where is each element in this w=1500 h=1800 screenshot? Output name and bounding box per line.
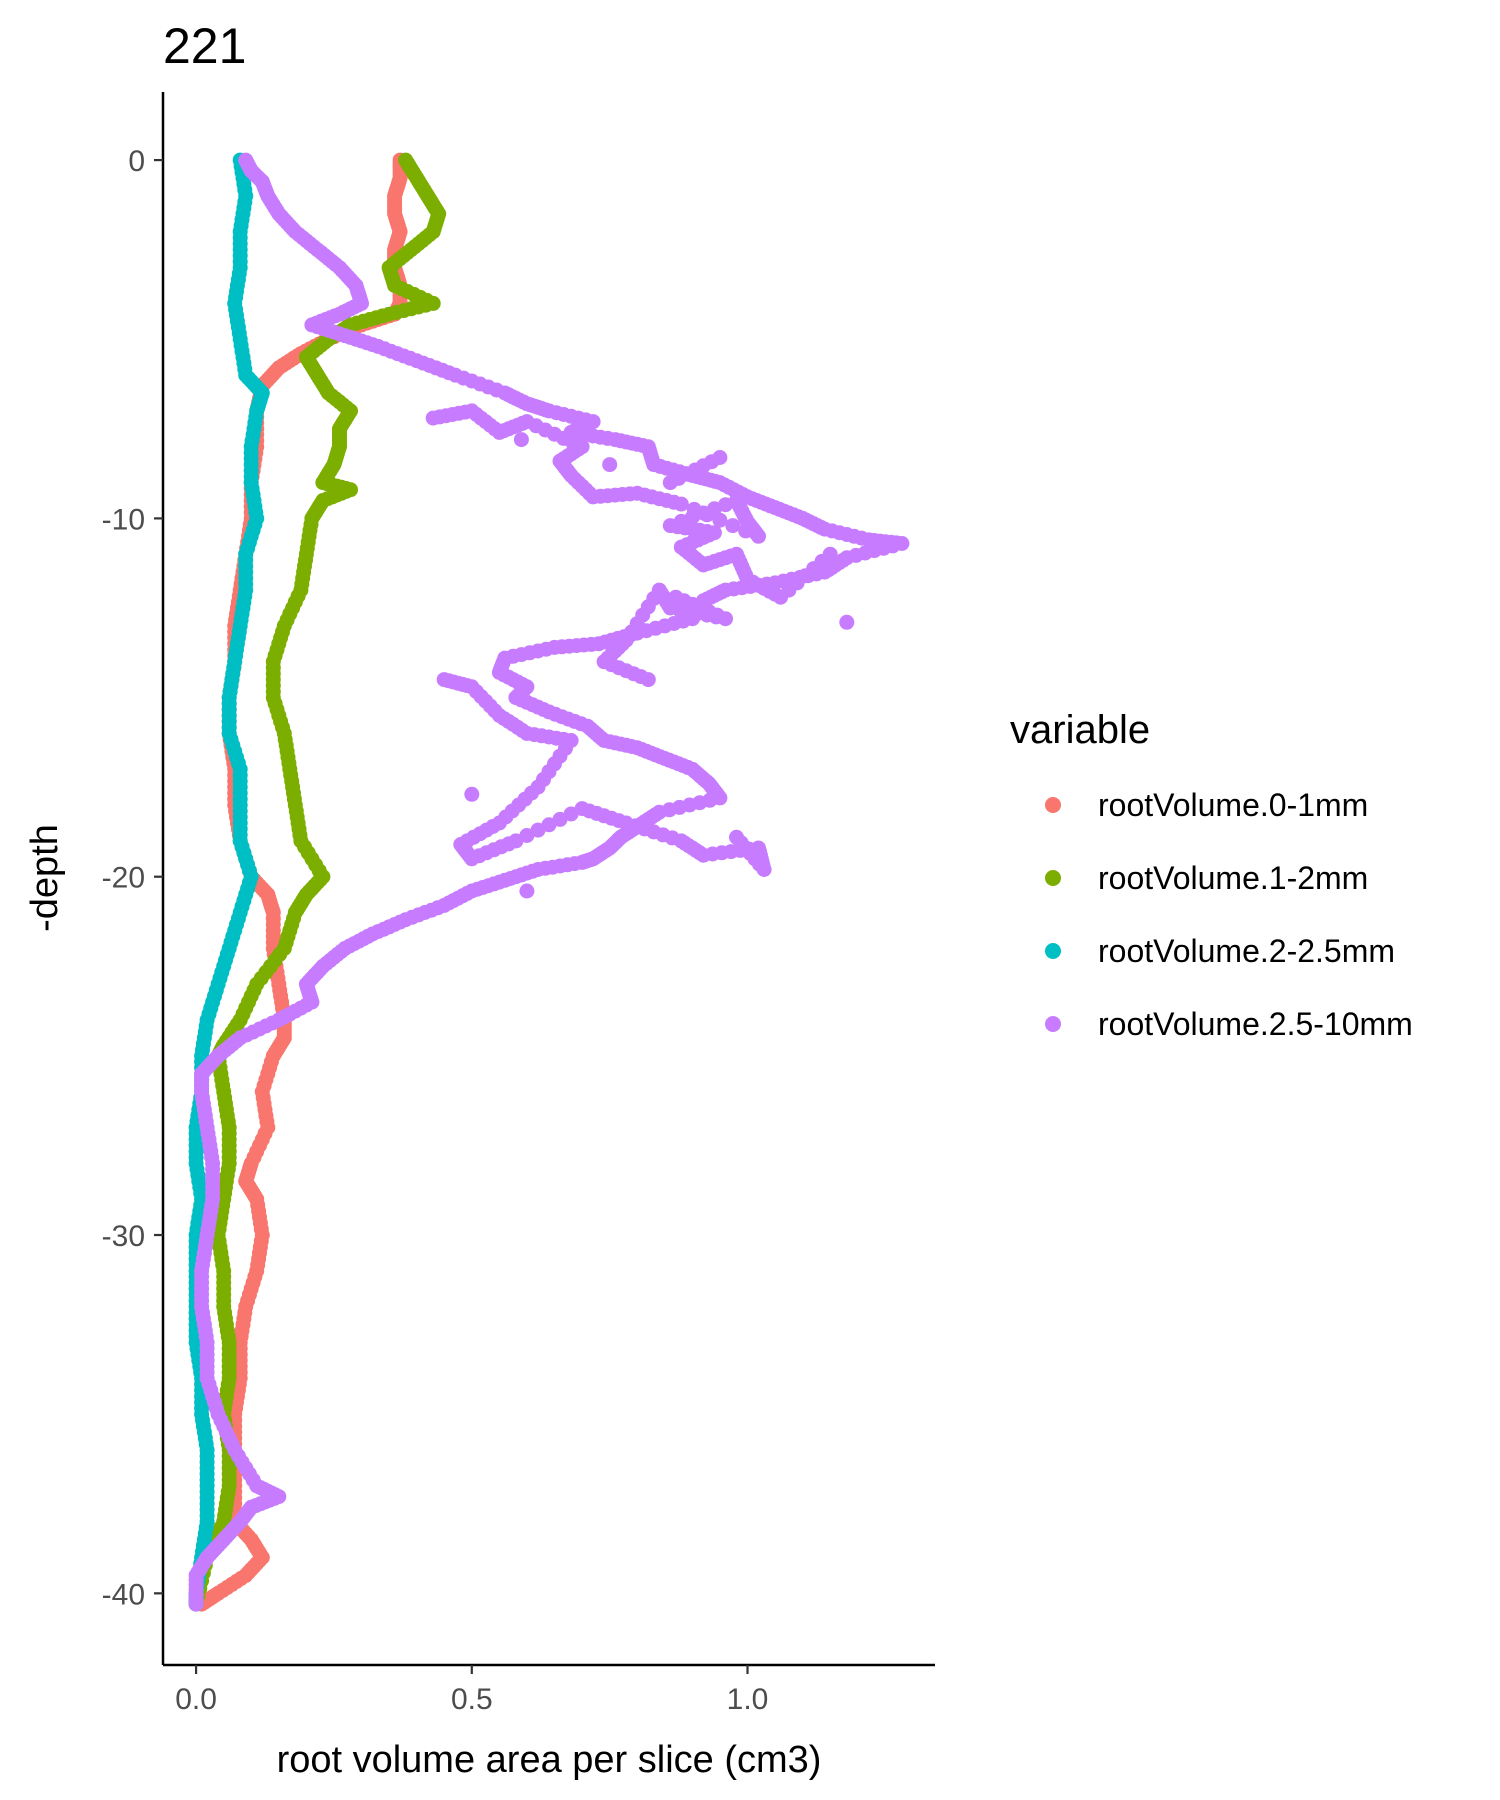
data-point [839,614,855,630]
data-point [425,410,441,426]
legend-label: rootVolume.2.5-10mm [1098,1006,1413,1042]
y-ticks: 0 -10 -20 -30 -40 [102,145,163,1611]
data-point [699,507,715,523]
data-point [602,457,618,473]
legend-item: rootVolume.1-2mm [1045,860,1368,896]
legend-key [1045,1016,1061,1032]
data-point [738,523,754,539]
data-point [519,883,535,899]
y-tick-label: -30 [102,1220,145,1253]
y-tick-label: 0 [128,145,145,178]
legend-key [1045,943,1061,959]
legend-label: rootVolume.0-1mm [1098,787,1368,823]
x-tick-label: 0.5 [451,1683,493,1716]
data-point [725,518,741,534]
legend-key [1045,797,1061,813]
x-axis-title: root volume area per slice (cm3) [277,1739,822,1781]
data-point [519,828,535,843]
chart-title: 221 [163,18,246,74]
x-tick-label: 0.0 [175,1683,217,1716]
data-point [188,1596,204,1612]
legend-label: rootVolume.2-2.5mm [1098,933,1395,969]
legend-title: variable [1010,708,1150,752]
legend-item: rootVolume.2.5-10mm [1045,1006,1413,1042]
y-axis-title: -depth [24,824,66,932]
y-tick-label: -40 [102,1578,145,1611]
legend-items: rootVolume.0-1mm rootVolume.1-2mm rootVolu… [1045,787,1413,1042]
y-tick-label: -10 [102,503,145,536]
data-point [668,589,684,605]
y-tick-label: -20 [102,862,145,895]
points-layer [188,152,910,1612]
data-point [751,528,766,544]
legend-key [1045,870,1061,886]
data-point [686,501,702,517]
x-tick-label: 1.0 [727,1683,769,1716]
data-point [513,432,529,448]
legend-item: rootVolume.0-1mm [1045,787,1368,823]
x-ticks: 0.0 0.5 1.0 [175,1665,768,1716]
legend-label: rootVolume.1-2mm [1098,860,1368,896]
data-point [712,512,728,528]
data-point [552,811,568,827]
legend-item: rootVolume.2-2.5mm [1045,933,1395,969]
data-point [729,829,744,845]
data-point [662,475,678,491]
data-point [464,786,480,802]
series-2 [188,152,447,1612]
series-4 [188,152,910,1612]
legend: variable rootVolume.0-1mm rootVolume.1-2m… [1010,708,1413,1042]
